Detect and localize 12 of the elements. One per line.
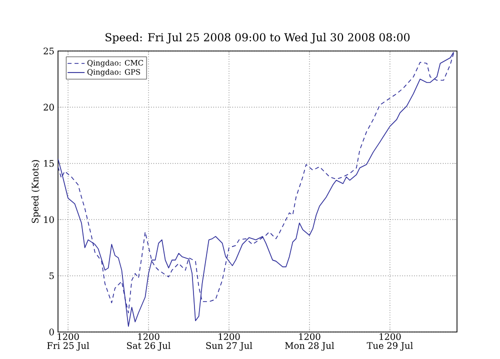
y-tick-label: 5: [50, 272, 54, 280]
x-tick-label: 1200 Mon 28 Jul: [285, 333, 334, 351]
y-tick-label: 25: [44, 48, 54, 54]
x-tick-label: 1200 Sun 27 Jul: [206, 333, 252, 351]
y-tick-label: 0: [49, 328, 54, 336]
x-tick-label: 1200 Sat 26 Jul: [127, 333, 170, 351]
x-tick-label: 1200 Tue 29 Jul: [366, 333, 413, 351]
y-tick-label: 20: [44, 104, 54, 111]
y-tick-label: 10: [44, 216, 54, 223]
y-axis-title: Speed (Knots): [32, 160, 40, 223]
chart-title: Speed: Fri Jul 25 2008 09:00 to Wed Jul 30 2008 08:00: [106, 32, 410, 44]
y-tick-label: 15: [44, 160, 54, 167]
